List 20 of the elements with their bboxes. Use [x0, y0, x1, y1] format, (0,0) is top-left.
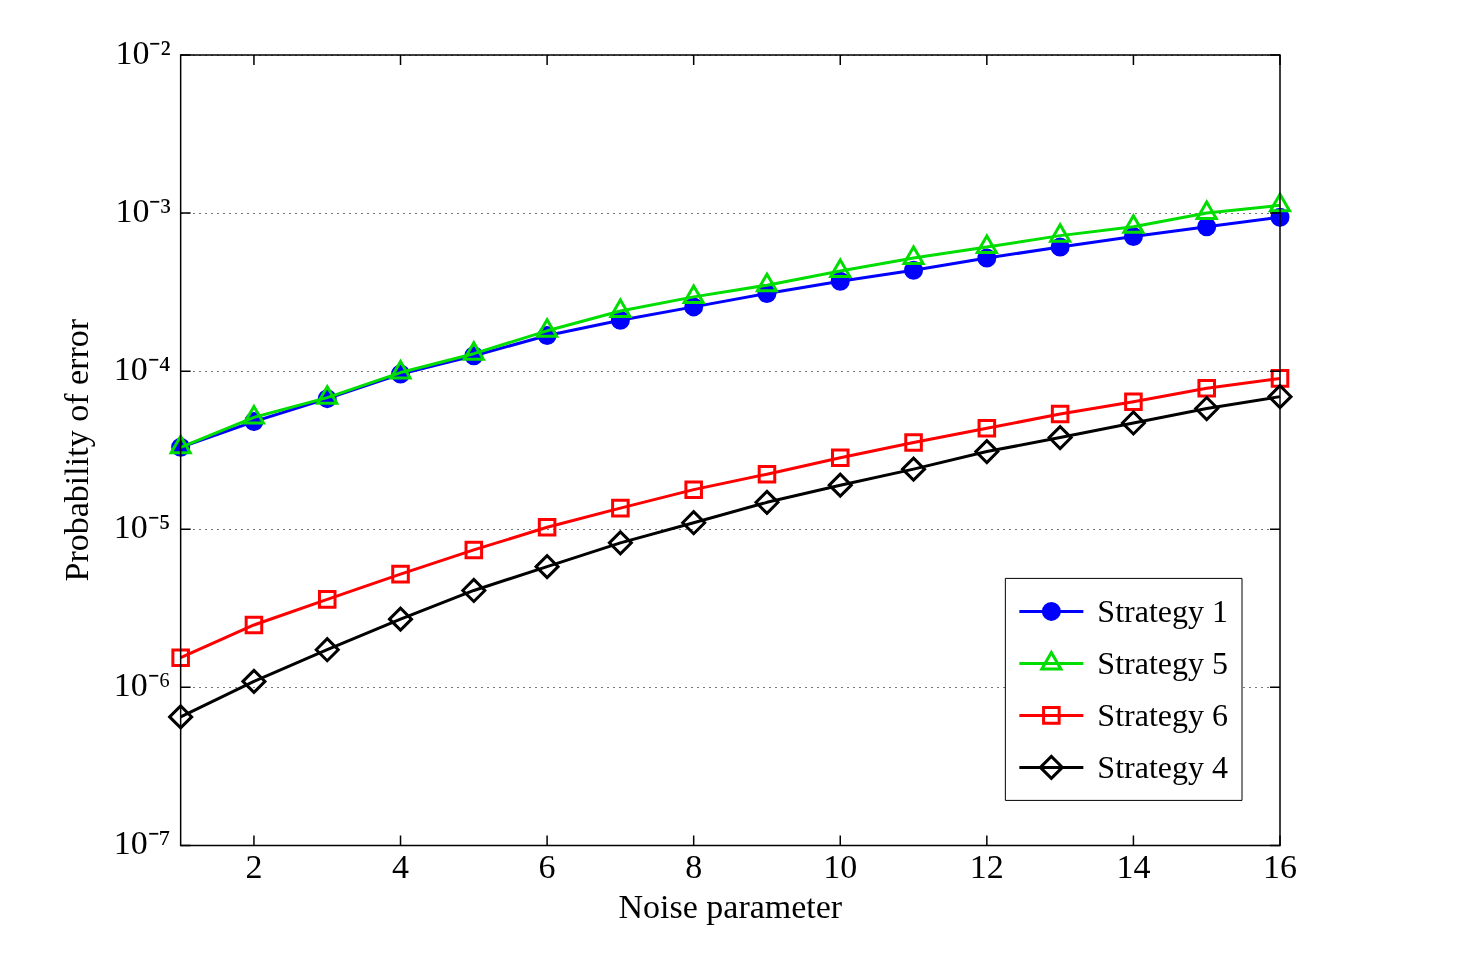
- x-tick-label: 12: [969, 847, 1004, 885]
- x-tick-label: 8: [685, 847, 703, 885]
- x-tick-label: 2: [245, 847, 263, 885]
- legend-label: Strategy 4: [1097, 748, 1228, 785]
- x-tick-label: 14: [1116, 847, 1151, 885]
- x-tick-label: 16: [1263, 847, 1297, 885]
- x-axis-title: Noise parameter: [618, 887, 843, 925]
- x-tick-label: 4: [392, 847, 410, 885]
- y-tick-label: 10⁻⁶: [113, 666, 171, 704]
- y-tick-label: 10⁻²: [115, 33, 171, 71]
- x-tick-label: 6: [538, 847, 556, 885]
- y-axis-title: Probability of error: [58, 318, 96, 582]
- y-tick-label: 10⁻³: [115, 192, 171, 229]
- legend-label: Strategy 5: [1097, 644, 1228, 681]
- y-tick-label: 10⁻⁷: [113, 824, 171, 862]
- legend-label: Strategy 1: [1097, 592, 1228, 629]
- y-tick-label: 10⁻⁵: [113, 508, 171, 546]
- x-tick-label: 10: [823, 847, 858, 885]
- legend-label: Strategy 6: [1097, 696, 1228, 733]
- y-tick-label: 10⁻⁴: [113, 350, 171, 388]
